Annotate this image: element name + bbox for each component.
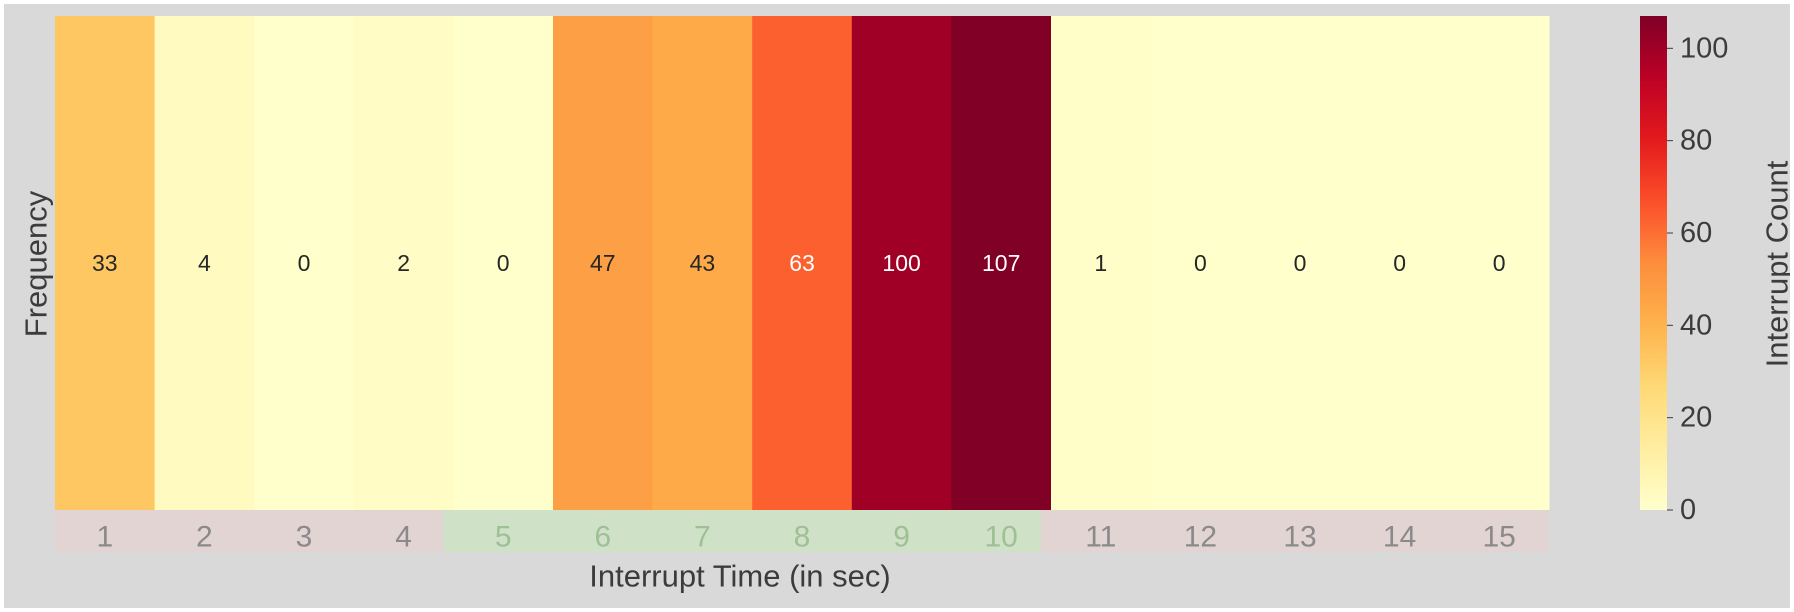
heatmap-cells: 33 4 0 2 0 47 43 63 100 107 1 0 0 0 0 [55, 16, 1550, 510]
colorbar-title: Interrupt Count [1760, 160, 1791, 367]
x-tick-label: 12 [1184, 521, 1217, 554]
x-tick-label: 9 [893, 521, 910, 554]
x-tick-band [55, 510, 1549, 552]
x-tick-label: 15 [1483, 521, 1516, 554]
x-axis-title: Interrupt Time (in sec) [589, 559, 890, 594]
x-tick-label: 10 [985, 521, 1018, 554]
heatmap-cell [1449, 16, 1550, 510]
colorbar-tick-label: 100 [1680, 32, 1728, 64]
colorbar-tick-label: 60 [1680, 217, 1712, 249]
heatmap-cell [55, 16, 156, 510]
cell-value-label: 63 [789, 250, 815, 276]
cell-value-label: 33 [92, 250, 118, 276]
x-tick-label: 4 [395, 521, 412, 554]
x-tick-label: 3 [296, 521, 313, 554]
colorbar-tick-label: 20 [1680, 402, 1712, 434]
x-tick-label: 14 [1383, 521, 1416, 554]
cell-value-label: 0 [1393, 250, 1406, 276]
heatmap-cell [154, 16, 255, 510]
heatmap-cell [1150, 16, 1251, 510]
heatmap-cell [254, 16, 355, 510]
x-tick-labels: 1 2 3 4 5 6 7 8 9 10 11 12 13 14 15 [96, 521, 1515, 554]
cell-value-label: 0 [497, 250, 510, 276]
cell-value-label: 47 [590, 250, 616, 276]
colorbar-tick-label: 0 [1680, 494, 1696, 526]
x-tick-label: 8 [794, 521, 811, 554]
heatmap-cell [1349, 16, 1450, 510]
colorbar-tick-label: 80 [1680, 125, 1712, 157]
heatmap-cell [652, 16, 753, 510]
cell-value-label: 43 [690, 250, 716, 276]
colorbar-tick-label: 40 [1680, 309, 1712, 341]
heatmap-cell [453, 16, 554, 510]
heatmap-cell [553, 16, 654, 510]
tick-band-highlight [443, 510, 1041, 552]
heatmap-figure: 33 4 0 2 0 47 43 63 100 107 1 0 0 0 0 1 2 3 4 5 6 7 8 9 10 11 12 1… [4, 4, 1790, 608]
cell-value-label: 0 [1194, 250, 1207, 276]
cell-value-label: 100 [882, 250, 920, 276]
cell-value-label: 0 [1294, 250, 1307, 276]
heatmap-cell [752, 16, 853, 510]
x-tick-label: 2 [196, 521, 213, 554]
x-tick-label: 7 [694, 521, 711, 554]
colorbar-ticks: 0 20 40 60 80 100 [1667, 32, 1728, 526]
cell-value-label: 1 [1094, 250, 1107, 276]
cell-value-label: 107 [982, 250, 1020, 276]
x-tick-label: 5 [495, 521, 512, 554]
y-axis-title: Frequency [19, 190, 54, 337]
x-tick-label: 1 [96, 521, 113, 554]
cell-value-label: 4 [198, 250, 211, 276]
heatmap-cell [1051, 16, 1152, 510]
heatmap-cell [353, 16, 454, 510]
x-tick-label: 13 [1283, 521, 1316, 554]
x-tick-label: 11 [1085, 521, 1116, 554]
colorbar [1640, 16, 1667, 510]
cell-value-label: 0 [298, 250, 311, 276]
heatmap-cell [951, 16, 1052, 510]
heatmap-cell [851, 16, 952, 510]
x-tick-label: 6 [594, 521, 611, 554]
heatmap-chart: 33 4 0 2 0 47 43 63 100 107 1 0 0 0 0 1 2 3 4 5 6 7 8 9 10 11 12 1… [19, 16, 1791, 594]
cell-value-label: 2 [397, 250, 410, 276]
cell-value-label: 0 [1493, 250, 1506, 276]
heatmap-cell [1250, 16, 1351, 510]
